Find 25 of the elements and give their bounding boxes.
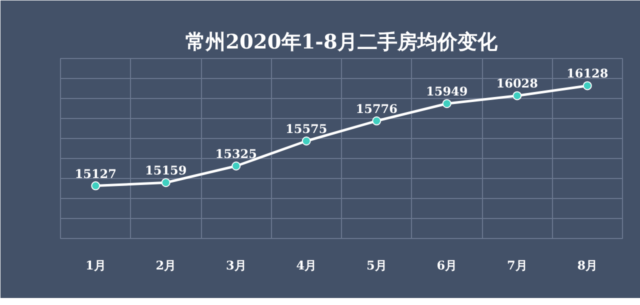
x-tick-label: 6月 [436, 258, 458, 272]
point [372, 116, 382, 126]
chart-title: 常州2020年1-8月二手房均价变化 [186, 30, 498, 54]
point [232, 162, 241, 170]
x-tick-label: 3月 [226, 258, 246, 272]
x-tick-label: 4月 [296, 258, 317, 272]
point [91, 181, 100, 190]
point [442, 99, 452, 108]
x-tick-label: 5月 [366, 258, 387, 272]
x-tick-label: 7月 [506, 258, 528, 272]
x-tick-label: 8月 [577, 258, 598, 272]
point [582, 81, 592, 90]
data-label: 15159 [145, 164, 187, 178]
point [161, 178, 170, 188]
point [512, 91, 522, 100]
point [302, 136, 311, 146]
data-label: 16128 [566, 66, 608, 81]
data-label: 16028 [496, 76, 538, 91]
data-label: 15127 [74, 166, 116, 181]
data-label: 15776 [356, 102, 398, 116]
x-tick-label: 2月 [156, 258, 176, 272]
data-label: 15325 [215, 147, 257, 161]
data-label: 15949 [426, 84, 468, 99]
x-tick-label: 1月 [85, 258, 106, 272]
data-label: 15575 [286, 122, 328, 136]
